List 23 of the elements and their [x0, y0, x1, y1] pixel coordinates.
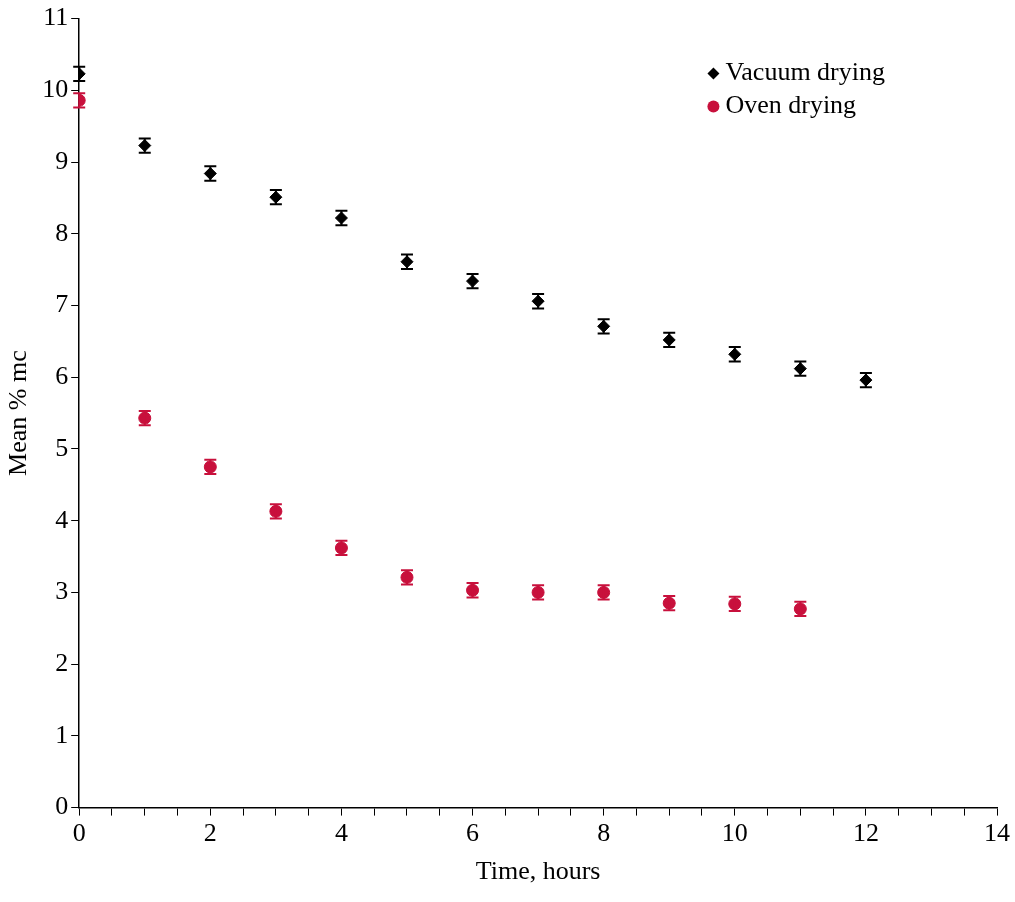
y-tick-label: 9	[55, 145, 69, 175]
y-tick-label: 1	[55, 719, 69, 749]
x-tick-label: 12	[852, 818, 879, 848]
y-tick-label: 0	[55, 791, 69, 821]
y-tick-label: 5	[55, 432, 69, 462]
y-tick-label: 10	[42, 74, 69, 104]
x-tick-label: 4	[334, 818, 348, 848]
legend-label: Oven drying	[725, 90, 857, 120]
legend-label: Vacuum drying	[725, 57, 886, 87]
x-tick-label: 8	[597, 818, 611, 848]
x-axis-title: Time, hours	[475, 856, 601, 886]
x-tick-label: 10	[721, 818, 748, 848]
y-tick-label: 6	[55, 361, 69, 391]
x-tick-label: 6	[466, 818, 480, 848]
y-tick-label: 8	[55, 217, 69, 247]
x-tick-label: 2	[203, 818, 217, 848]
y-tick-label: 7	[55, 289, 69, 319]
x-tick-label: 14	[984, 818, 1010, 848]
y-tick-label: 11	[43, 2, 69, 32]
y-tick-label: 3	[55, 576, 69, 606]
y-axis-title: Mean % mc	[3, 350, 33, 476]
y-tick-label: 2	[55, 647, 69, 677]
y-tick-label: 4	[55, 504, 69, 534]
